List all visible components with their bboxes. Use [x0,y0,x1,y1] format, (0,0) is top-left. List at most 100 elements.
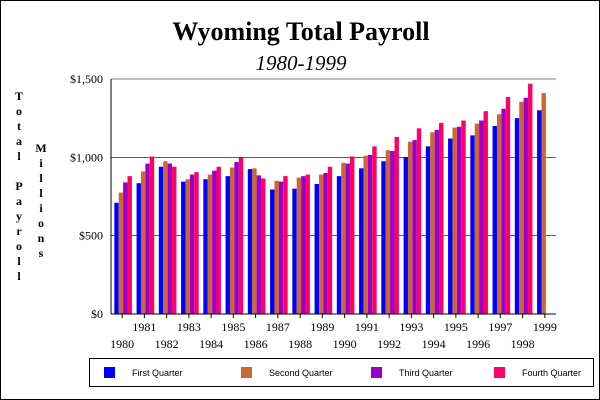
bar-third-quarter-1985 [234,162,239,314]
axis-label-char: a [16,194,22,208]
bar-third-quarter-1997 [501,108,506,315]
bar-fourth-quarter-1986 [261,178,266,314]
bar-third-quarter-1995 [456,126,462,315]
y-tick-label: $1,000 [70,150,103,164]
bar-first-quarter-1980 [114,202,119,314]
bar-fourth-quarter-1985 [238,157,244,314]
bar-fourth-quarter-1989 [327,166,333,314]
bar-second-quarter-1987 [274,180,279,314]
axis-label-char: l [17,269,21,283]
bar-second-quarter-1984 [207,174,213,314]
bar-second-quarter-1991 [363,155,368,314]
bar-fourth-quarter-1982 [172,166,177,314]
x-tick-label: 1999 [533,320,557,334]
bar-first-quarter-1986 [247,169,253,314]
bar-second-quarter-1993 [407,141,413,314]
axis-label-char: l [17,149,21,163]
bar-first-quarter-1991 [359,168,364,314]
chart-subtitle: 1980-1999 [255,51,347,75]
bar-second-quarter-1982 [163,161,168,314]
bar-third-quarter-1992 [390,151,395,314]
bar-third-quarter-1991 [367,154,373,314]
bar-second-quarter-1989 [318,174,324,314]
bar-second-quarter-1997 [496,114,502,314]
bar-first-quarter-1981 [136,183,141,314]
x-tick-label: 1981 [132,320,156,334]
bar-third-quarter-1980 [123,182,128,314]
bar-third-quarter-1984 [212,170,217,314]
bar-fourth-quarter-1981 [149,156,155,314]
bar-fourth-quarter-1992 [394,136,399,314]
bar-fourth-quarter-1987 [283,176,288,314]
legend-label-third-quarter: Third Quarter [399,368,453,378]
legend-label-second-quarter: Second Quarter [269,368,333,378]
x-tick-label: 1980 [110,337,134,351]
legend-swatch-first-quarter [104,367,115,378]
chart-title: Wyoming Total Payroll [172,17,430,46]
x-tick-label: 1991 [355,320,379,334]
bar-fourth-quarter-1983 [194,172,199,314]
bar-third-quarter-1982 [167,163,173,314]
bar-second-quarter-1988 [296,177,302,314]
bar-fourth-quarter-1994 [439,122,444,314]
y-tick-label: $500 [79,229,103,243]
y-tick-label: $0 [91,307,103,321]
bar-third-quarter-1989 [323,173,328,314]
bar-second-quarter-1999 [541,93,546,314]
legend-swatch-second-quarter [241,367,252,378]
bar-second-quarter-1981 [140,171,146,314]
bar-third-quarter-1990 [345,163,351,314]
bar-second-quarter-1980 [118,192,124,314]
x-tick-label: 1987 [266,320,290,334]
bar-first-quarter-1984 [203,179,208,314]
x-tick-label: 1988 [288,337,312,351]
legend-label-first-quarter: First Quarter [132,368,183,378]
bar-third-quarter-1986 [256,175,262,314]
axis-label-char: s [38,246,44,260]
bar-third-quarter-1996 [479,120,484,315]
bar-first-quarter-1996 [470,135,475,314]
bar-first-quarter-1982 [158,166,164,314]
bar-second-quarter-1998 [519,101,524,314]
x-tick-label: 1989 [310,320,334,334]
bar-third-quarter-1981 [145,163,150,314]
x-tick-label: 1993 [399,320,423,334]
axis-label-char: T [14,89,23,103]
bar-third-quarter-1988 [301,176,306,314]
bar-third-quarter-1983 [189,174,195,314]
axis-label-char: M [35,141,47,155]
bar-fourth-quarter-1991 [372,146,377,314]
bar-fourth-quarter-1984 [216,166,221,314]
bar-third-quarter-1993 [412,140,417,314]
x-tick-label: 1984 [199,337,223,351]
bar-second-quarter-1992 [385,150,391,314]
bar-first-quarter-1997 [492,126,497,314]
bar-first-quarter-1993 [403,157,408,314]
bar-first-quarter-1989 [314,183,319,314]
legend-swatch-fourth-quarter [494,367,505,378]
axis-label-char: o [16,104,22,118]
bar-first-quarter-1995 [448,138,453,314]
bar-second-quarter-1990 [341,162,346,314]
axis-label-char: l [17,254,21,268]
axis-label-char: t [17,119,21,133]
bar-first-quarter-1992 [381,161,386,314]
bar-first-quarter-1988 [292,188,297,314]
bar-third-quarter-1994 [434,129,440,314]
x-tick-label: 1996 [466,337,490,351]
axis-label-char: o [38,216,44,230]
bar-third-quarter-1987 [278,181,284,314]
axis-label-char: P [15,179,23,193]
x-tick-label: 1983 [177,320,201,334]
axis-label-char: i [39,156,43,170]
x-tick-label: 1997 [488,320,512,334]
axis-label-char: l [39,186,43,200]
bar-second-quarter-1996 [474,123,480,315]
legend: First Quarter Second Quarter Third Quart… [89,358,594,387]
legend-swatch-third-quarter [371,367,382,378]
x-tick-label: 1990 [333,337,357,351]
axis-label-char: y [16,209,22,223]
x-tick-label: 1998 [511,337,535,351]
